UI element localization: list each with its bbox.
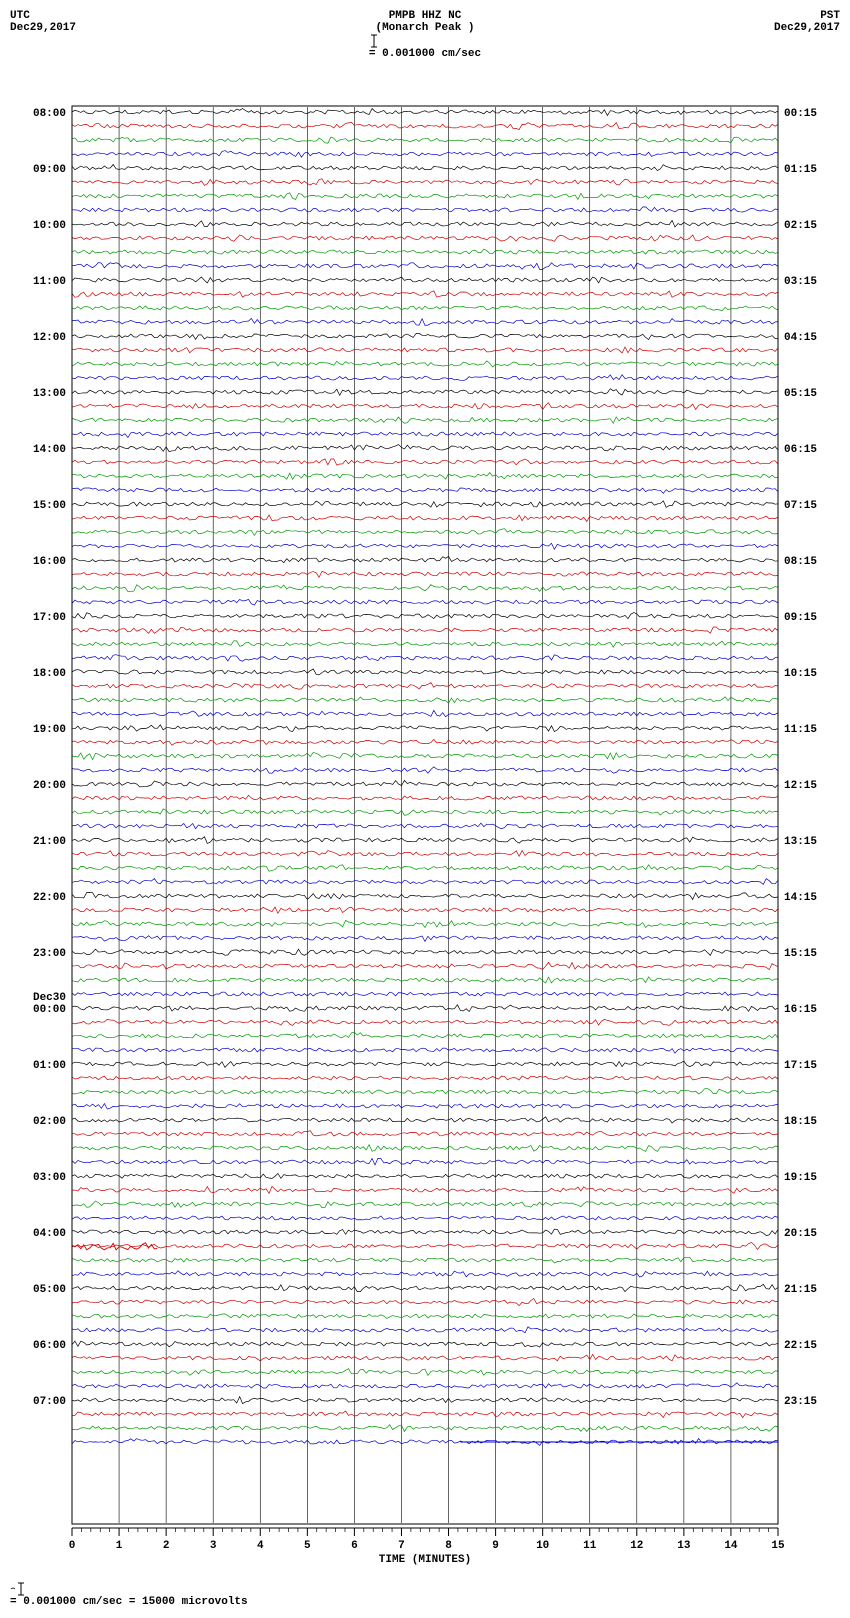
svg-text:15:15: 15:15 xyxy=(784,948,817,960)
helicorder-chart: 08:00 09:00 10:00 11:00 12:00 13:00 14:00 15:00… xyxy=(10,64,840,1572)
svg-text:15:00: 15:00 xyxy=(33,500,66,512)
svg-text:13:00: 13:00 xyxy=(33,388,66,400)
svg-text:16:15: 16:15 xyxy=(784,1004,817,1016)
svg-text:12:15: 12:15 xyxy=(784,780,817,792)
svg-text:17:15: 17:15 xyxy=(784,1060,817,1072)
svg-text:20:15: 20:15 xyxy=(784,1228,817,1240)
svg-text:23:15: 23:15 xyxy=(784,1396,817,1408)
scale-label: = 0.001000 cm/sec xyxy=(369,48,481,60)
svg-text:7: 7 xyxy=(398,1540,405,1552)
pst-date-label: Dec29,2017 xyxy=(774,22,840,34)
svg-text:19:00: 19:00 xyxy=(33,724,66,736)
svg-text:3: 3 xyxy=(210,1540,217,1552)
svg-text:04:15: 04:15 xyxy=(784,332,817,344)
svg-text:12:00: 12:00 xyxy=(33,332,66,344)
svg-text:09:00: 09:00 xyxy=(33,164,66,176)
svg-text:8: 8 xyxy=(445,1540,452,1552)
svg-text:11:00: 11:00 xyxy=(33,276,66,288)
svg-text:02:00: 02:00 xyxy=(33,1116,66,1128)
svg-text:10:00: 10:00 xyxy=(33,220,66,232)
svg-text:11:15: 11:15 xyxy=(784,724,817,736)
svg-text:6: 6 xyxy=(351,1540,358,1552)
svg-text:1: 1 xyxy=(116,1540,123,1552)
svg-text:09:15: 09:15 xyxy=(784,612,817,624)
utc-date-label: Dec29,2017 xyxy=(10,22,76,34)
svg-text:08:00: 08:00 xyxy=(33,108,66,120)
svg-text:11: 11 xyxy=(583,1540,597,1552)
svg-text:13:15: 13:15 xyxy=(784,836,817,848)
svg-text:05:15: 05:15 xyxy=(784,388,817,400)
svg-text:14:15: 14:15 xyxy=(784,892,817,904)
svg-text:14: 14 xyxy=(724,1540,738,1552)
svg-text:20:00: 20:00 xyxy=(33,780,66,792)
utc-tz-label: UTC xyxy=(10,10,76,22)
svg-text:22:15: 22:15 xyxy=(784,1340,817,1352)
svg-text:15: 15 xyxy=(771,1540,785,1552)
svg-text:18:00: 18:00 xyxy=(33,668,66,680)
svg-text:01:15: 01:15 xyxy=(784,164,817,176)
svg-text:00:00: 00:00 xyxy=(33,1004,66,1016)
svg-text:22:00: 22:00 xyxy=(33,892,66,904)
svg-text:2: 2 xyxy=(163,1540,170,1552)
svg-text:03:00: 03:00 xyxy=(33,1172,66,1184)
svg-text:21:15: 21:15 xyxy=(784,1284,817,1296)
pst-tz-label: PST xyxy=(774,10,840,22)
svg-text:14:00: 14:00 xyxy=(33,444,66,456)
svg-text:18:15: 18:15 xyxy=(784,1116,817,1128)
footer-text: = 0.001000 cm/sec = 15000 microvolts xyxy=(10,1596,248,1608)
scale-icon xyxy=(369,34,481,48)
svg-text:04:00: 04:00 xyxy=(33,1228,66,1240)
svg-text:01:00: 01:00 xyxy=(33,1060,66,1072)
svg-text:4: 4 xyxy=(257,1540,264,1552)
svg-text:19:15: 19:15 xyxy=(784,1172,817,1184)
svg-text:07:00: 07:00 xyxy=(33,1396,66,1408)
svg-text:9: 9 xyxy=(492,1540,499,1552)
svg-text:21:00: 21:00 xyxy=(33,836,66,848)
svg-text:07:15: 07:15 xyxy=(784,500,817,512)
svg-text:13: 13 xyxy=(677,1540,691,1552)
svg-text:00:15: 00:15 xyxy=(784,108,817,120)
svg-text:06:00: 06:00 xyxy=(33,1340,66,1352)
station-label: PMPB HHZ NC xyxy=(369,10,481,22)
location-label: (Monarch Peak ) xyxy=(369,22,481,34)
svg-text:10:15: 10:15 xyxy=(784,668,817,680)
svg-text:5: 5 xyxy=(304,1540,311,1552)
svg-text:16:00: 16:00 xyxy=(33,556,66,568)
svg-text:23:00: 23:00 xyxy=(33,948,66,960)
footer-scale-icon xyxy=(10,1582,840,1596)
svg-text:08:15: 08:15 xyxy=(784,556,817,568)
svg-text:Dec30: Dec30 xyxy=(33,992,66,1004)
svg-text:12: 12 xyxy=(630,1540,643,1552)
svg-text:02:15: 02:15 xyxy=(784,220,817,232)
svg-text:TIME (MINUTES): TIME (MINUTES) xyxy=(379,1554,471,1566)
svg-text:10: 10 xyxy=(536,1540,549,1552)
svg-text:0: 0 xyxy=(69,1540,76,1552)
svg-text:06:15: 06:15 xyxy=(784,444,817,456)
svg-text:17:00: 17:00 xyxy=(33,612,66,624)
svg-text:03:15: 03:15 xyxy=(784,276,817,288)
svg-text:05:00: 05:00 xyxy=(33,1284,66,1296)
